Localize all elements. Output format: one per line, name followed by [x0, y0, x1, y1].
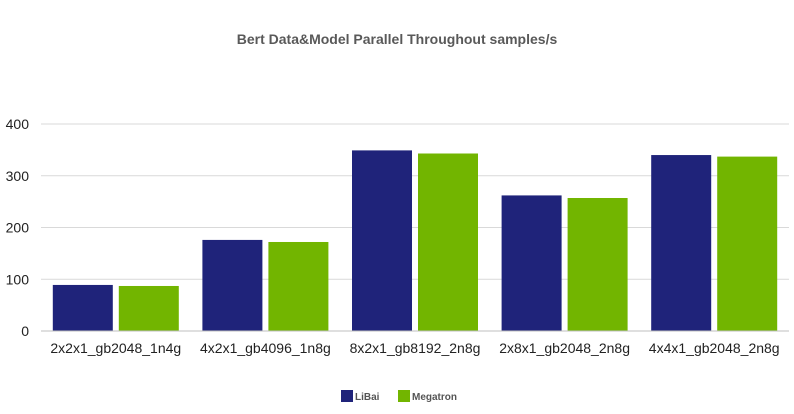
- x-tick-label: 4x2x1_gb4096_1n8g: [200, 340, 331, 356]
- y-tick-label: 100: [6, 271, 30, 287]
- y-axis-ticks: 0 100 200 300 400: [6, 116, 30, 339]
- legend: LiBai Megatron: [341, 390, 457, 403]
- x-axis-ticks: 2x2x1_gb2048_1n4g 4x2x1_gb4096_1n8g 8x2x1_…: [50, 340, 779, 356]
- bar-megatron-0: [118, 285, 179, 331]
- x-tick-label: 2x8x1_gb2048_2n8g: [499, 340, 630, 356]
- legend-label-megatron: Megatron: [412, 392, 457, 403]
- bar-megatron-4: [717, 156, 778, 331]
- bar-megatron-2: [418, 153, 478, 331]
- y-tick-label: 300: [6, 168, 30, 184]
- x-tick-label: 4x4x1_gb2048_2n8g: [649, 340, 780, 356]
- bar-libai-0: [52, 284, 113, 331]
- x-tick-label: 8x2x1_gb8192_2n8g: [350, 340, 481, 356]
- bar-libai-1: [202, 239, 263, 331]
- x-tick-label: 2x2x1_gb2048_1n4g: [50, 340, 181, 356]
- y-tick-label: 200: [6, 220, 30, 236]
- y-tick-label: 0: [21, 323, 29, 339]
- chart-title: Bert Data&Model Parallel Throughout samp…: [237, 31, 558, 47]
- legend-swatch-libai: [341, 390, 353, 402]
- bar-megatron-3: [567, 198, 628, 331]
- y-tick-label: 400: [6, 116, 30, 132]
- legend-label-libai: LiBai: [355, 392, 380, 403]
- legend-swatch-megatron: [398, 390, 410, 402]
- bar-megatron-1: [268, 241, 329, 331]
- bars: [52, 150, 778, 331]
- bar-libai-4: [651, 155, 712, 331]
- bar-libai-3: [501, 195, 562, 331]
- bar-libai-2: [352, 150, 412, 331]
